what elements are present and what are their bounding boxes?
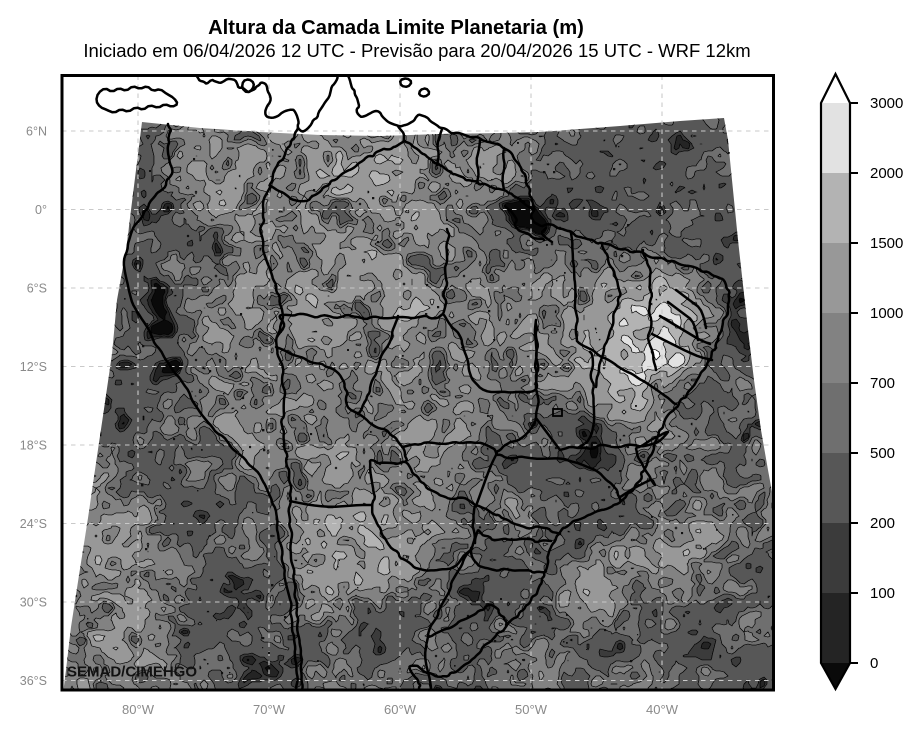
svg-text:24°S: 24°S	[20, 517, 47, 531]
svg-text:12°S: 12°S	[20, 360, 47, 374]
svg-text:100: 100	[870, 585, 895, 602]
svg-text:SEMAD/CIMEHGO: SEMAD/CIMEHGO	[67, 664, 197, 681]
svg-text:0°: 0°	[35, 203, 47, 217]
svg-text:18°S: 18°S	[20, 439, 47, 453]
svg-text:200: 200	[870, 515, 895, 532]
svg-text:3000: 3000	[870, 95, 903, 112]
svg-text:60°W: 60°W	[384, 702, 417, 717]
svg-text:1000: 1000	[870, 305, 903, 322]
svg-text:Iniciado em 06/04/2026 12 UTC: Iniciado em 06/04/2026 12 UTC - Previsão…	[83, 40, 750, 61]
svg-text:Altura da Camada Limite Planet: Altura da Camada Limite Planetaria (m)	[208, 17, 584, 39]
svg-text:80°W: 80°W	[122, 702, 155, 717]
svg-text:50°W: 50°W	[515, 702, 548, 717]
svg-text:500: 500	[870, 445, 895, 462]
svg-text:1500: 1500	[870, 235, 903, 252]
svg-text:700: 700	[870, 375, 895, 392]
svg-text:40°W: 40°W	[646, 702, 679, 717]
svg-text:30°S: 30°S	[20, 596, 47, 610]
svg-text:36°S: 36°S	[20, 674, 47, 688]
svg-text:0: 0	[870, 655, 878, 672]
svg-text:70°W: 70°W	[253, 702, 286, 717]
svg-text:6°N: 6°N	[26, 125, 47, 139]
svg-text:6°S: 6°S	[27, 282, 47, 296]
svg-text:2000: 2000	[870, 165, 903, 182]
